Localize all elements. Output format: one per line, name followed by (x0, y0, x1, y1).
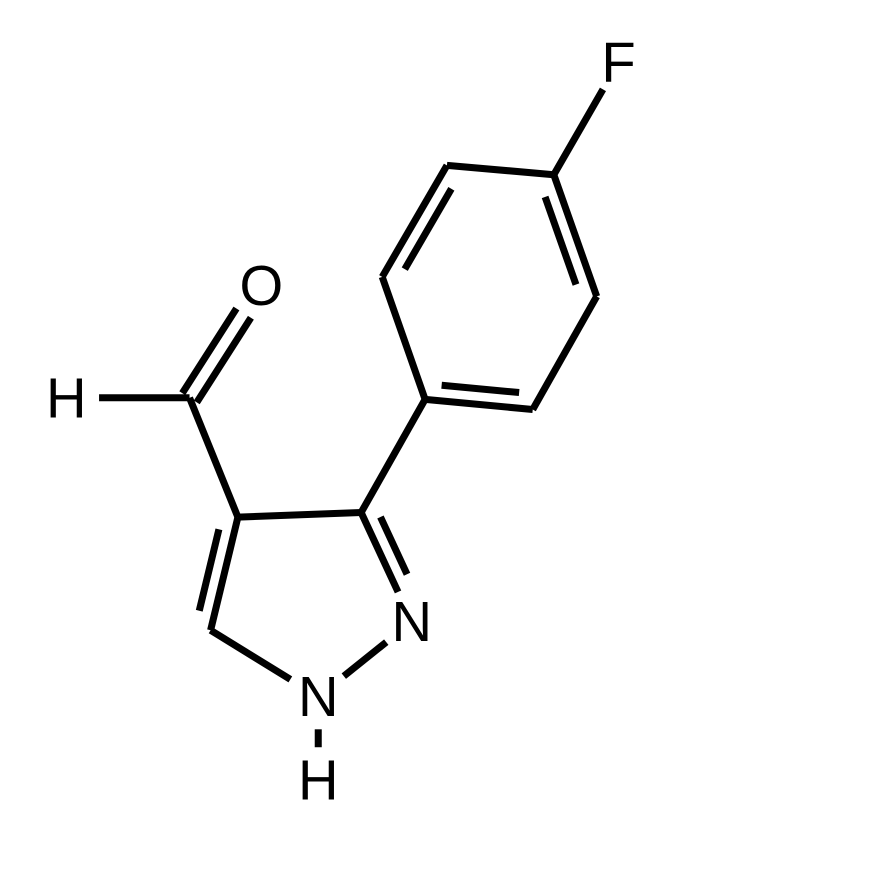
atom-h: H (46, 366, 87, 429)
bond (382, 277, 425, 399)
atom-n: N (298, 665, 339, 728)
atom-n: N (392, 590, 433, 653)
bond (361, 399, 425, 512)
atom-f: F (601, 31, 635, 94)
bond (442, 385, 520, 392)
bonds-layer (99, 89, 603, 747)
bond (211, 630, 291, 679)
atoms-layer: FNNHOH (46, 31, 636, 812)
bond (361, 512, 398, 591)
bond (447, 165, 554, 174)
atom-o: O (239, 254, 283, 317)
bond (344, 642, 386, 676)
bond (425, 399, 533, 409)
molecule-diagram: FNNHOH (0, 0, 890, 890)
bond (554, 89, 603, 174)
bond (190, 398, 238, 517)
bond (545, 197, 576, 285)
atom-h: H (298, 749, 339, 812)
bond (533, 296, 597, 409)
bond (382, 165, 447, 277)
bond (238, 512, 361, 517)
